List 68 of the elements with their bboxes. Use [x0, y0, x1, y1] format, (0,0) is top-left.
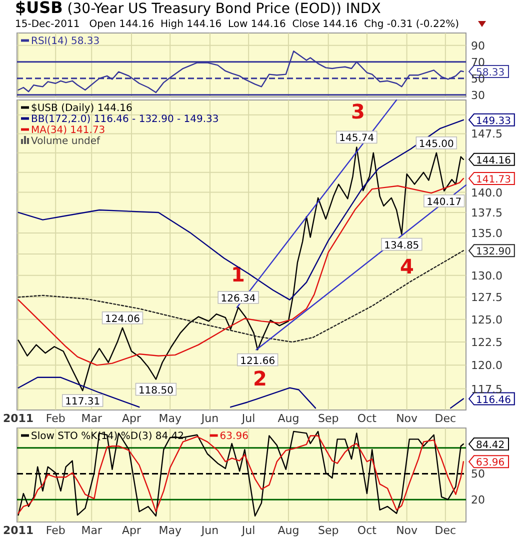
x-tick-label: Oct — [357, 412, 378, 425]
x-tick-label: Feb — [46, 524, 66, 537]
x-tick-label: Mar — [81, 412, 102, 425]
data-label: 141.73 — [476, 174, 511, 186]
y-tick-label: 90 — [471, 39, 485, 52]
annotation: 3 — [351, 99, 365, 124]
chart-subtitle: 15-Dec-2011 Open 144.16 High 144.16 Low 144.16 Close 144.16 Chg -0.31 (-0.22%) — [15, 19, 460, 30]
y-tick-label: 130.0 — [471, 269, 502, 282]
y-tick-label: 30 — [471, 88, 485, 102]
data-label: 145.00 — [418, 138, 454, 150]
x-tick-label: Dec — [434, 412, 456, 425]
data-label: 117.31 — [65, 396, 100, 408]
x-tick-label: Dec — [434, 524, 456, 537]
data-label: 84.42 — [476, 440, 505, 452]
y-tick-label: 127.5 — [471, 291, 502, 304]
x-tick-label: May — [158, 524, 182, 537]
legend-label: 63.96 — [220, 431, 248, 442]
data-label: 63.96 — [476, 458, 505, 469]
x-tick-label: Sep — [318, 524, 339, 537]
x-tick-label: May — [158, 412, 182, 425]
x-tick-label: Oct — [357, 524, 378, 537]
chart-title: $USB (30-Year US Treasury Bond Price (EOD)) INDX — [15, 0, 382, 17]
y-tick-label: 125.0 — [471, 313, 502, 326]
y-tick-label: 120.0 — [471, 359, 502, 372]
y-tick-label: 140.0 — [471, 186, 502, 200]
x-tick-label: Jun — [200, 524, 219, 537]
data-label: 144.16 — [476, 155, 511, 166]
data-label: 149.33 — [476, 116, 511, 127]
data-label: 140.17 — [426, 196, 462, 208]
y-tick-label: 137.5 — [471, 206, 502, 220]
annotation: 2 — [253, 366, 267, 390]
x-tick-label: Feb — [46, 412, 66, 425]
x-tick-label: 2011 — [2, 412, 34, 425]
y-tick-label: 135.0 — [471, 227, 502, 240]
x-tick-label: Aug — [278, 524, 300, 537]
x-tick-label: 2011 — [2, 524, 34, 537]
legend-label: $USB (Daily) 144.16 — [31, 103, 132, 114]
legend-label: RSI(14) 58.33 — [31, 36, 100, 47]
y-tick-label: 147.5 — [471, 128, 502, 141]
x-tick-label: Nov — [396, 412, 418, 425]
data-label: 121.66 — [240, 356, 276, 367]
annotation: 4 — [400, 254, 414, 278]
data-label: 124.06 — [104, 314, 140, 325]
line-series — [18, 178, 464, 366]
legend-label: BB(172,2.0) 116.46 - 132.90 - 149.33 — [31, 114, 219, 125]
annotation: Volume undef — [31, 136, 101, 147]
x-tick-label: Apr — [122, 524, 142, 537]
x-tick-label: Apr — [122, 412, 142, 425]
x-tick-label: Mar — [81, 524, 102, 537]
line-series — [18, 50, 464, 94]
data-label: 134.85 — [384, 240, 420, 252]
data-label: 126.34 — [220, 293, 256, 304]
x-tick-label: Jul — [240, 524, 256, 537]
line-series — [18, 250, 464, 343]
x-tick-label: Aug — [278, 412, 300, 425]
legend-label: MA(34) 141.73 — [31, 125, 106, 136]
x-tick-label: Sep — [318, 412, 339, 425]
annotation: 1 — [231, 262, 245, 286]
data-label: 132.90 — [476, 246, 511, 258]
x-tick-label: Jul — [240, 412, 256, 425]
data-label: 116.46 — [476, 394, 511, 406]
x-tick-label: Jun — [200, 412, 219, 425]
data-label: 118.50 — [138, 385, 174, 396]
y-tick-label: 20 — [471, 494, 485, 507]
x-tick-label: Nov — [396, 524, 418, 537]
data-label: 145.74 — [339, 133, 374, 144]
y-tick-label: 122.5 — [471, 336, 502, 350]
y-tick-label: 50 — [471, 468, 485, 481]
